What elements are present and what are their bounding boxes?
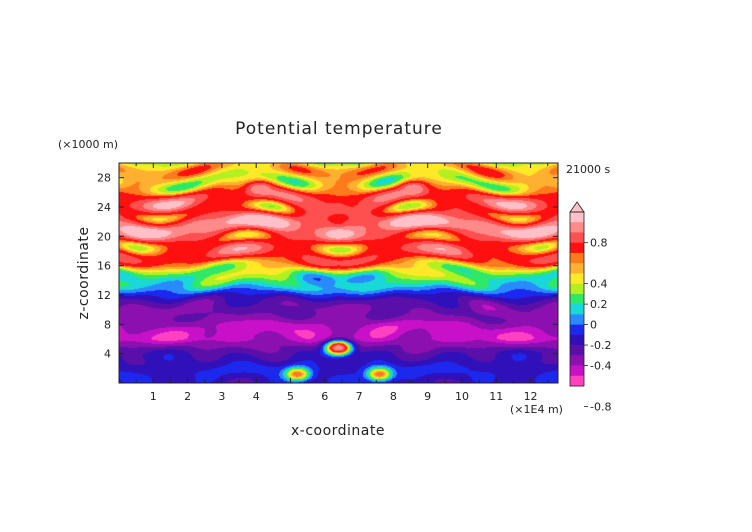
colorbar-level (570, 212, 584, 223)
colorbar-level (570, 355, 584, 366)
colorbar (569, 201, 585, 387)
colorbar-level (570, 232, 584, 244)
colorbar-level (570, 334, 584, 346)
colorbar-level (570, 222, 584, 233)
colorbar-level (570, 304, 584, 315)
y-tick-label: 4 (104, 348, 111, 361)
x-unit-label: (×1E4 m) (510, 403, 563, 416)
y-axis: 4 8 12 16 20 24 28 (97, 172, 558, 361)
colorbar-overflow-arrow (569, 201, 585, 213)
colorbar-level (570, 345, 584, 356)
colorbar-tick-label: 0.4 (590, 278, 608, 291)
time-label: 21000 s (566, 163, 610, 176)
x-tick-label: 6 (321, 390, 328, 403)
y-tick-label: 20 (97, 230, 111, 243)
x-tick-label: 2 (184, 390, 191, 403)
x-tick-label: 5 (287, 390, 294, 403)
y-tick-label: 8 (104, 318, 111, 331)
x-tick-label: 1 (150, 390, 157, 403)
colorbar-tick-label: 0.2 (590, 298, 608, 311)
colorbar-labels: 0.8 0.4 0.2 0 -0.2 -0.4 -0.8 (584, 237, 611, 413)
x-tick-label: 9 (424, 390, 431, 403)
y-tick-label: 28 (97, 172, 111, 185)
x-axis-label: x-coordinate (291, 423, 385, 439)
plot-area (118, 162, 559, 384)
x-tick-label: 10 (455, 390, 469, 403)
colorbar-tick-label: -0.8 (590, 400, 611, 413)
chart-title: Potential temperature (235, 119, 443, 139)
colorbar-tick-label: -0.4 (590, 360, 611, 373)
x-axis: 1 2 3 4 5 6 7 8 9 10 11 12 (135, 163, 549, 403)
x-tick-label: 12 (524, 390, 538, 403)
colorbar-level (570, 365, 584, 377)
x-tick-label: 7 (356, 390, 363, 403)
x-tick-label: 4 (253, 390, 260, 403)
colorbar-tick-label: 0.8 (590, 237, 608, 250)
x-tick-label: 3 (218, 390, 225, 403)
colorbar-level (570, 314, 584, 325)
colorbar-level (570, 252, 584, 264)
colorbar-level (570, 283, 584, 295)
colorbar-level (570, 242, 584, 254)
colorbar-frame (569, 211, 585, 387)
potential-temperature-field (119, 163, 558, 383)
x-tick-label: 8 (390, 390, 397, 403)
colorbar-level (570, 324, 584, 336)
colorbar-level (570, 273, 584, 284)
plot-frame (118, 162, 559, 384)
y-tick-label: 24 (97, 201, 111, 214)
colorbar-tick-label: -0.2 (590, 339, 611, 352)
colorbar-level (570, 293, 584, 305)
colorbar-level (570, 263, 584, 274)
y-axis-label: z-coordinate (76, 226, 92, 319)
y-tick-label: 16 (97, 260, 111, 273)
colorbar-level (570, 375, 584, 387)
x-tick-label: 11 (489, 390, 503, 403)
y-tick-label: 12 (97, 289, 111, 302)
y-unit-label: (×1000 m) (58, 138, 118, 151)
colorbar-tick-label: 0 (590, 319, 597, 332)
